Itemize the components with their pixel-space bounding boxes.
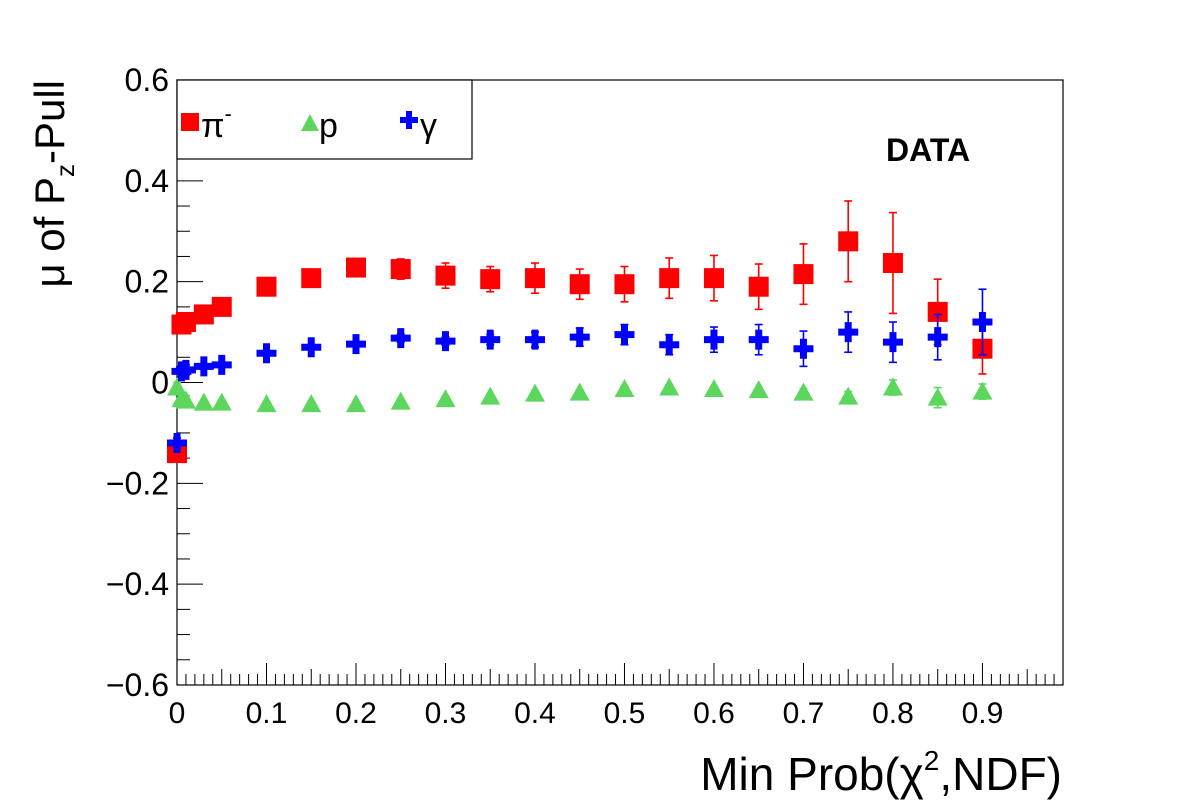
- y-tick-label: 0: [151, 365, 169, 401]
- data-point: [703, 379, 724, 398]
- axes-frame: [176, 79, 1064, 686]
- data-point: [703, 329, 724, 350]
- y-tick-label: 0.2: [125, 264, 169, 300]
- data-point: [614, 379, 635, 398]
- data-point: [256, 394, 277, 413]
- data-point: [793, 338, 814, 359]
- data-point: [435, 389, 456, 408]
- data-point: [569, 274, 590, 295]
- data-point: [882, 332, 903, 353]
- data-point: [435, 331, 456, 352]
- data-point: [345, 334, 366, 355]
- legend-label-gamma: γ: [420, 107, 437, 145]
- data-point: [972, 312, 993, 332]
- x-tick-label: 0.6: [693, 697, 735, 730]
- data-point: [390, 259, 411, 280]
- x-tick-label: 0.1: [246, 697, 288, 730]
- data-point: [175, 312, 196, 332]
- x-axis: 0 0.1 0.2 0.3 0.4 0.5 0.6 0.7 0.8 0.9: [169, 663, 1064, 730]
- data-point: [927, 301, 948, 322]
- data-point: [524, 329, 545, 350]
- x-tick-label: 0: [169, 697, 186, 730]
- data-point: [882, 377, 903, 396]
- x-tick-label: 0.5: [604, 697, 646, 730]
- data-point: [256, 343, 277, 364]
- annotation-data: DATA: [886, 132, 970, 168]
- data-point: [301, 394, 322, 413]
- data-point: [435, 265, 456, 286]
- data-point: [838, 386, 859, 405]
- data-point: [703, 268, 724, 289]
- data-point: [659, 268, 680, 289]
- legend: π- p γ: [176, 79, 473, 160]
- data-point: [748, 329, 769, 350]
- data-point: [345, 394, 366, 413]
- series-cross: [167, 288, 993, 453]
- data-point: [524, 383, 545, 402]
- data-point: [524, 268, 545, 289]
- data-point: [175, 359, 196, 380]
- data-point: [211, 354, 232, 375]
- x-tick-label: 0.2: [335, 697, 377, 730]
- legend-marker-p: [301, 114, 319, 131]
- data-point: [748, 276, 769, 297]
- legend-box: [176, 79, 473, 160]
- data-point: [301, 268, 322, 289]
- x-tick-label: 0.4: [514, 697, 556, 730]
- data-point: [838, 231, 859, 252]
- data-point: [167, 433, 187, 453]
- data-point: [569, 382, 590, 401]
- x-tick-label: 0.7: [783, 697, 825, 730]
- legend-label-p: p: [319, 107, 338, 145]
- data-point: [301, 337, 322, 358]
- data-point: [256, 276, 277, 297]
- x-tick-label: 0.8: [872, 697, 914, 730]
- y-tick-label: −0.6: [106, 667, 169, 703]
- data-point: [569, 327, 590, 348]
- data-point: [345, 257, 366, 278]
- data-point: [193, 304, 214, 325]
- data-point: [614, 324, 635, 345]
- x-axis-label: Min Prob(χ2,NDF): [700, 745, 1062, 800]
- y-tick-label: 0.4: [125, 163, 169, 199]
- data-point: [882, 253, 903, 274]
- x-tick-label: 0.3: [425, 697, 467, 730]
- data-point: [211, 296, 232, 317]
- data-point: [659, 334, 680, 355]
- legend-label-pi: π-: [201, 101, 232, 145]
- data-point: [927, 327, 948, 348]
- data-point: [748, 380, 769, 399]
- data-point: [793, 264, 814, 285]
- y-axis: 0.6 0.4 0.2 0 −0.2 −0.4 −0.6: [106, 62, 203, 703]
- data-point: [211, 392, 232, 411]
- data-point: [193, 392, 214, 411]
- data-point: [614, 274, 635, 295]
- data-point: [838, 322, 859, 343]
- data-point: [927, 387, 948, 406]
- data-point: [972, 381, 993, 400]
- data-point: [480, 329, 501, 350]
- y-tick-label: −0.4: [106, 566, 169, 602]
- data-point: [480, 269, 501, 290]
- data-point: [390, 328, 411, 349]
- legend-marker-gamma: [400, 111, 418, 129]
- plot-frame: [176, 79, 1064, 686]
- data-point: [659, 377, 680, 396]
- data-series: [167, 200, 993, 464]
- data-point: [480, 386, 501, 405]
- legend-marker-pi: [181, 113, 199, 131]
- y-tick-label: −0.2: [106, 465, 169, 501]
- data-point: [175, 390, 196, 409]
- series-triangle: [167, 377, 993, 413]
- data-point: [793, 382, 814, 401]
- data-point: [167, 443, 187, 464]
- y-axis-label: μ of Pz-Pull: [26, 80, 80, 288]
- data-point: [390, 391, 411, 410]
- x-tick-label: 0.9: [962, 697, 1004, 730]
- y-tick-label: 0.6: [125, 62, 169, 98]
- data-point: [193, 356, 214, 377]
